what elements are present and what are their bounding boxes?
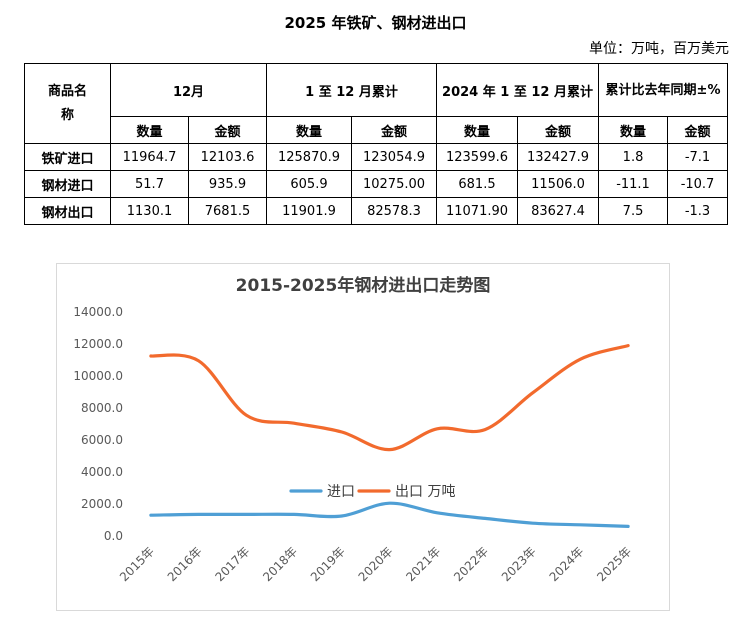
subheader-qty: 数量: [436, 116, 518, 144]
header-name: 商品名称: [24, 63, 111, 144]
table-cell: 605.9: [266, 170, 352, 198]
table-cell: -11.1: [598, 170, 669, 198]
table-cell: 11506.0: [516, 170, 600, 198]
x-tick-label: 2023年: [499, 544, 539, 584]
x-tick-label: 2017年: [212, 544, 252, 584]
subheader-qty: 数量: [598, 116, 669, 144]
table-cell: 935.9: [188, 170, 267, 198]
table-cell: 10275.00: [351, 170, 437, 198]
table-cell: 125870.9: [266, 143, 352, 171]
table-cell: 11964.7: [110, 143, 189, 171]
series-line-import: [149, 501, 630, 528]
legend-label: 进口: [327, 484, 355, 500]
y-tick-label: 4000.0: [81, 465, 123, 479]
y-tick-label: 8000.0: [81, 401, 123, 415]
table-row: 铁矿进口 11964.7 12103.6 125870.9 123054.9 1…: [24, 143, 729, 171]
subheader-qty: 数量: [110, 116, 189, 144]
y-tick-label: 10000.0: [73, 369, 123, 383]
table-cell: -1.3: [667, 197, 729, 225]
table-cell: 1130.1: [110, 197, 189, 225]
header-yoy: 累计比去年同期±%: [598, 63, 729, 117]
table-cell: 83627.4: [516, 197, 600, 225]
legend-label: 出口 万吨: [395, 484, 455, 500]
table-cell: 132427.9: [516, 143, 600, 171]
y-tick-label: 12000.0: [73, 337, 123, 351]
y-tick-label: 0.0: [104, 529, 123, 543]
x-tick-label: 2016年: [165, 544, 205, 584]
line-chart: 2015-2025年钢材进出口走势图 0.0 2000.0 4000.0 6000.0…: [73, 275, 634, 584]
table-cell: 12103.6: [188, 143, 267, 171]
row-label: 铁矿进口: [24, 143, 111, 171]
table-cell: 123054.9: [351, 143, 437, 171]
y-tick-label: 14000.0: [73, 305, 123, 319]
chart-panel: 2015-2025年钢材进出口走势图 0.0 2000.0 4000.0 6000.0…: [56, 263, 670, 611]
header-prev-year: 2024 年 1 至 12 月累计: [435, 63, 600, 117]
table-cell: 7681.5: [188, 197, 267, 225]
x-tick-label: 2018年: [260, 544, 300, 584]
trade-table: 商品名称 12月 1 至 12 月累计 2024 年 1 至 12 月累计 累计…: [24, 63, 729, 225]
chart-title: 2015-2025年钢材进出口走势图: [236, 275, 491, 296]
table-cell: 51.7: [110, 170, 189, 198]
subheader-amt: 金额: [667, 116, 729, 144]
table-cell: 123599.6: [436, 143, 518, 171]
page-title: 2025 年铁矿、钢材进出口: [284, 14, 467, 32]
header-december: 12月: [110, 63, 267, 117]
x-tick-label: 2022年: [451, 544, 491, 584]
subheader-amt: 金额: [351, 116, 437, 144]
subheader-amt: 金额: [516, 116, 600, 144]
x-tick-label: 2020年: [356, 544, 396, 584]
y-tick-label: 6000.0: [81, 433, 123, 447]
table-cell: 7.5: [598, 197, 669, 225]
x-tick-label: 2015年: [117, 544, 157, 584]
row-label: 钢材出口: [24, 197, 111, 225]
table-cell: -10.7: [667, 170, 729, 198]
y-tick-label: 2000.0: [81, 497, 123, 511]
series-line-export: [149, 344, 630, 452]
x-tick-label: 2024年: [547, 544, 587, 584]
x-tick-label: 2019年: [308, 544, 348, 584]
subheader-amt: 金额: [188, 116, 267, 144]
table-row: 钢材进口 51.7 935.9 605.9 10275.00 681.5 115…: [24, 170, 729, 198]
table-row: 钢材出口 1130.1 7681.5 11901.9 82578.3 11071…: [24, 197, 729, 225]
x-tick-label: 2025年: [594, 544, 634, 584]
table-cell: 681.5: [436, 170, 518, 198]
row-label: 钢材进口: [24, 170, 111, 198]
unit-note: 单位：万吨，百万美元: [589, 41, 729, 57]
table-cell: 11901.9: [266, 197, 352, 225]
table-cell: -7.1: [667, 143, 729, 171]
subheader-qty: 数量: [266, 116, 352, 144]
table-cell: 82578.3: [351, 197, 437, 225]
table-cell: 1.8: [598, 143, 669, 171]
x-tick-label: 2021年: [403, 544, 443, 584]
header-ytd: 1 至 12 月累计: [266, 63, 437, 117]
table-cell: 11071.90: [436, 197, 518, 225]
